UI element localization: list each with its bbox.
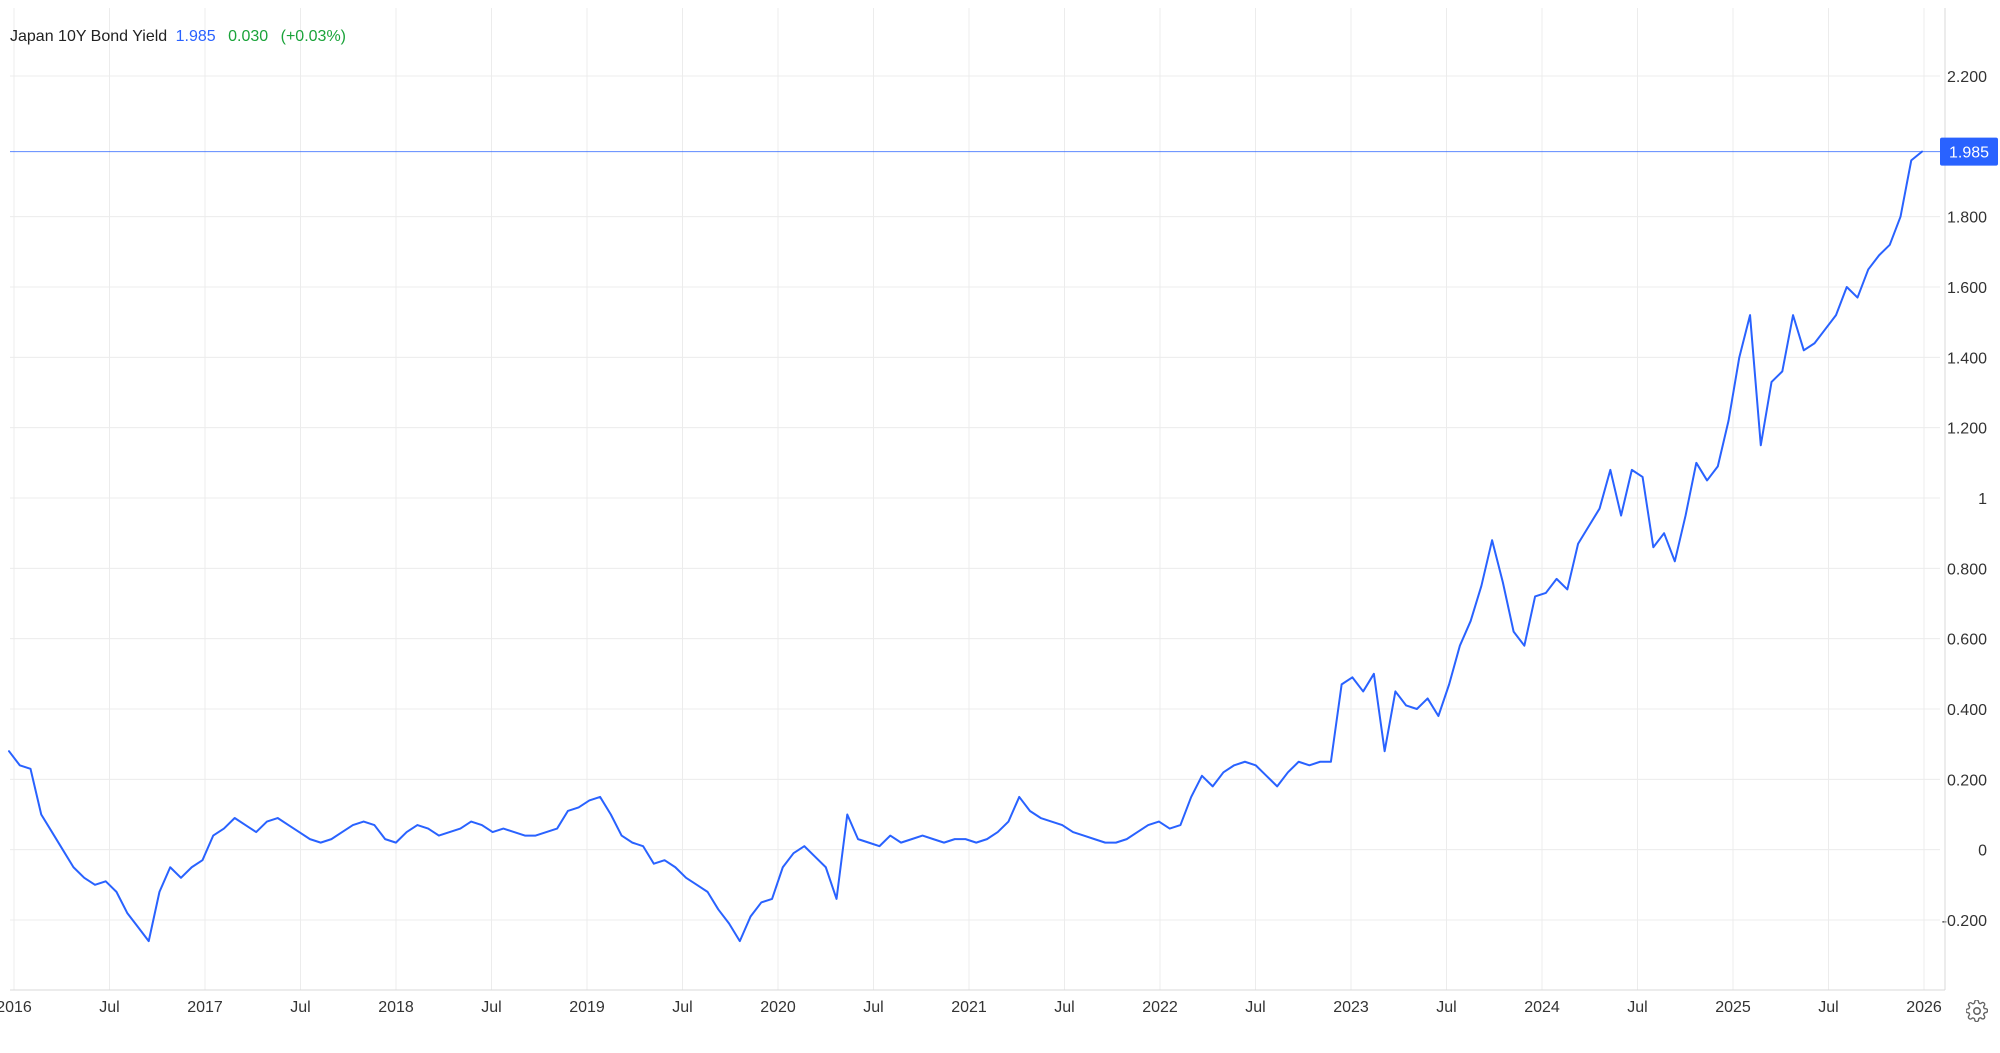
x-tick-label: 2026 <box>1906 999 1942 1016</box>
x-tick-label: 2024 <box>1524 999 1560 1016</box>
y-tick-label: 0.600 <box>1947 632 1987 649</box>
x-tick-label: Jul <box>1054 999 1074 1016</box>
x-tick-label: Jul <box>1627 999 1647 1016</box>
y-tick-label: 2.200 <box>1947 69 1987 86</box>
x-tick-label: 2020 <box>760 999 796 1016</box>
x-tick-label: Jul <box>672 999 692 1016</box>
y-tick-label: 1.800 <box>1947 210 1987 227</box>
x-tick-label: Jul <box>290 999 310 1016</box>
y-tick-label: 1 <box>1978 491 1987 508</box>
current-value-label: 1.985 <box>1949 145 1989 162</box>
y-tick-label: 1.600 <box>1947 280 1987 297</box>
legend-change: 0.030 <box>228 28 269 45</box>
gear-icon[interactable] <box>1965 999 1989 1023</box>
legend-price: 1.985 <box>175 28 216 45</box>
x-tick-label: 2016 <box>0 999 32 1016</box>
x-tick-label: 2021 <box>951 999 987 1016</box>
x-tick-label: 2018 <box>378 999 414 1016</box>
x-tick-label: 2025 <box>1715 999 1751 1016</box>
current-value-badge <box>1940 137 1998 166</box>
x-tick-label: Jul <box>481 999 501 1016</box>
x-tick-label: 2019 <box>569 999 605 1016</box>
x-tick-label: Jul <box>1245 999 1265 1016</box>
x-tick-label: Jul <box>1818 999 1838 1016</box>
x-tick-label: 2022 <box>1142 999 1178 1016</box>
series-line <box>8 150 1923 943</box>
y-tick-label: 1.200 <box>1947 421 1987 438</box>
y-tick-label: 0 <box>1978 843 1987 860</box>
legend-series-name: Japan 10Y Bond Yield <box>10 28 168 45</box>
legend-change-pct: (+0.03%) <box>280 28 346 45</box>
x-tick-label: Jul <box>1436 999 1456 1016</box>
y-tick-label: 1.400 <box>1947 350 1987 367</box>
y-tick-label: 0.200 <box>1947 772 1987 789</box>
y-tick-label: -0.200 <box>1942 913 1987 930</box>
x-tick-label: 2017 <box>187 999 223 1016</box>
y-tick-label: 0.400 <box>1947 702 1987 719</box>
chart-legend: Japan 10Y Bond Yield 1.985 0.030 (+0.03%… <box>10 28 346 46</box>
x-tick-label: Jul <box>863 999 883 1016</box>
x-tick-label: 2023 <box>1333 999 1369 1016</box>
y-tick-label: 0.800 <box>1947 561 1987 578</box>
x-tick-label: Jul <box>99 999 119 1016</box>
